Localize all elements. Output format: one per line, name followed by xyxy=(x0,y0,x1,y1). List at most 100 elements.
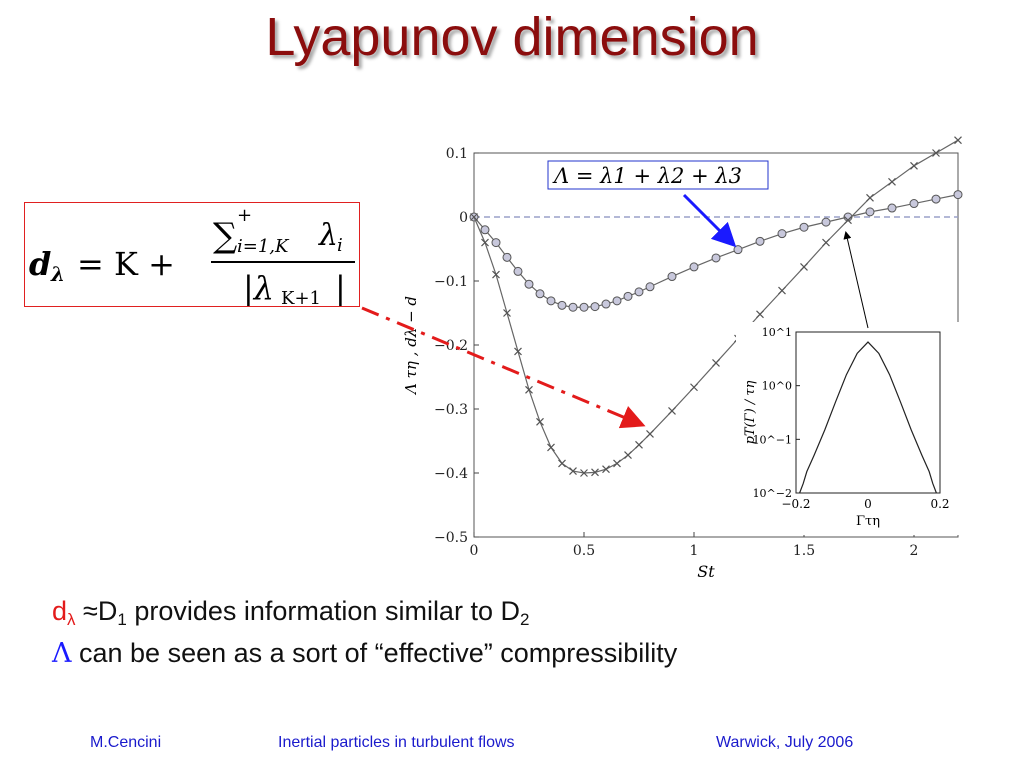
inset-plot: −0.2 0 0.2 10^1 10^0 10^−1 10^−2 Γτη pT(Γ) / τη xyxy=(736,322,962,535)
series-0-point xyxy=(689,262,699,272)
lambda-annotation-box xyxy=(547,160,769,190)
series-0-point xyxy=(634,287,644,297)
formula-lambda-i: λ xyxy=(318,218,338,253)
series-0-point xyxy=(777,229,787,239)
series-0-point xyxy=(480,225,490,235)
inset-y-tick-label: 10^1 xyxy=(762,326,792,339)
lambda-annotation-label: Λ = λ1 + λ2 + λ3 xyxy=(552,164,742,188)
series-1-point xyxy=(481,238,489,247)
footer-talk-title: Inertial particles in turbulent flows xyxy=(278,734,515,751)
series-0-point xyxy=(645,282,655,292)
series-0-point xyxy=(931,194,941,204)
series-1-point xyxy=(569,467,577,476)
inset-pdf-curve xyxy=(799,341,937,494)
series-0-point xyxy=(590,302,600,312)
series-0-point xyxy=(667,272,677,282)
bullet-list: dλ ≈D1 provides information similar to D… xyxy=(52,590,677,674)
series-1-point xyxy=(635,440,643,449)
x-tick-label: 2 xyxy=(910,543,919,559)
y-tick-label: 0.1 xyxy=(446,146,468,162)
series-0-point xyxy=(513,266,523,276)
series-1-point xyxy=(525,385,533,394)
series-1-point xyxy=(514,347,522,356)
series-0-point xyxy=(623,291,633,301)
series-1-point xyxy=(547,443,555,452)
series-0-point xyxy=(733,245,743,255)
bullet-1-text-sub: 2 xyxy=(519,610,530,629)
series-1-point xyxy=(646,430,654,438)
series-1-point xyxy=(932,149,940,157)
series-1-point xyxy=(866,193,874,202)
bullet-1-approx-sub: 1 xyxy=(117,610,127,629)
formula-lhs: d xyxy=(29,245,51,283)
bullet-1-approx: ≈D xyxy=(75,596,118,626)
series-0-point xyxy=(568,302,578,312)
series-1-point xyxy=(690,383,698,392)
series-0-point xyxy=(524,279,534,289)
formula-sum-sub: i=1,K xyxy=(237,236,290,257)
x-tick-label: 0 xyxy=(470,543,479,559)
y-tick-label: −0.4 xyxy=(434,466,468,482)
series-1-point xyxy=(503,309,511,317)
inset-x-tick-label: 0 xyxy=(864,497,872,511)
inset-y-tick-label: 10^−1 xyxy=(753,433,792,446)
series-1-point xyxy=(844,216,852,225)
series-1-point xyxy=(558,459,566,468)
series-0-point xyxy=(821,217,831,227)
formula-sum-sign: ∑ xyxy=(213,216,237,256)
series-1-point xyxy=(602,465,610,474)
series-1-point xyxy=(954,136,962,145)
slide-title: Lyapunov dimension xyxy=(265,7,759,67)
y-axis-label: Λ τη , dλ − d xyxy=(402,296,420,396)
inset-pointer-arrow xyxy=(843,231,869,329)
bullet-2: Λ can be seen as a sort of “effective” c… xyxy=(52,632,677,674)
red-dash-dot-arrow xyxy=(361,306,646,429)
lyapunov-dimension-formula: d λ = K + ∑ + i=1,K λ i |λ K+1 | xyxy=(24,202,360,307)
series-0-point xyxy=(546,296,556,306)
formula-lambda-i-sub: i xyxy=(337,235,343,256)
footer-event: Warwick, July 2006 xyxy=(716,734,854,751)
series-1-point xyxy=(910,161,918,170)
footer-author: M.Cencini xyxy=(90,734,162,751)
inset-x-axis-label: Γτη xyxy=(856,514,880,529)
x-axis-label: St xyxy=(697,562,715,581)
formula-lhs-sub: λ xyxy=(50,262,65,286)
series-1-point xyxy=(580,469,588,477)
inset-y-tick-label: 10^−2 xyxy=(753,487,792,500)
series-0-point xyxy=(755,236,765,246)
x-tick-label: 1.5 xyxy=(793,543,815,559)
formula-denominator-sub: K+1 xyxy=(281,288,321,306)
series-1-point xyxy=(492,270,500,279)
series-1-point xyxy=(668,406,676,415)
inset-x-tick-label: 0.2 xyxy=(930,497,949,511)
series-0-point xyxy=(601,299,611,309)
bullet-1-symbol: d xyxy=(52,596,68,626)
series-1-point xyxy=(800,262,808,271)
bullet-1-text: provides information similar to D xyxy=(126,596,520,626)
series-1-point xyxy=(536,417,544,426)
series-1-point xyxy=(613,459,621,468)
inset-frame xyxy=(795,331,941,494)
series-1-point xyxy=(591,468,599,477)
series-0-point xyxy=(579,302,589,312)
y-tick-label: −0.3 xyxy=(434,402,468,418)
series-0-point xyxy=(887,203,897,213)
formula-sum-sup: + xyxy=(237,205,252,226)
series-0-point xyxy=(502,252,512,262)
x-tick-label: 0.5 xyxy=(573,543,595,559)
blue-arrow xyxy=(682,193,737,248)
series-0-point xyxy=(865,207,875,217)
bullet-2-text: can be seen as a sort of “effective” com… xyxy=(71,638,678,668)
bullet-2-symbol: Λ xyxy=(52,638,72,669)
series-0-point xyxy=(953,190,963,200)
formula-denominator-close: | xyxy=(335,269,346,306)
series-1-point xyxy=(624,451,632,460)
series-1-point xyxy=(756,310,764,319)
series-0-point xyxy=(491,238,501,248)
series-0-point xyxy=(711,253,721,263)
inset-y-tick-label: 10^0 xyxy=(762,380,792,393)
y-tick-label: 0 xyxy=(459,210,468,226)
series-0-point xyxy=(557,300,567,310)
bullet-1: dλ ≈D1 provides information similar to D… xyxy=(52,590,677,632)
